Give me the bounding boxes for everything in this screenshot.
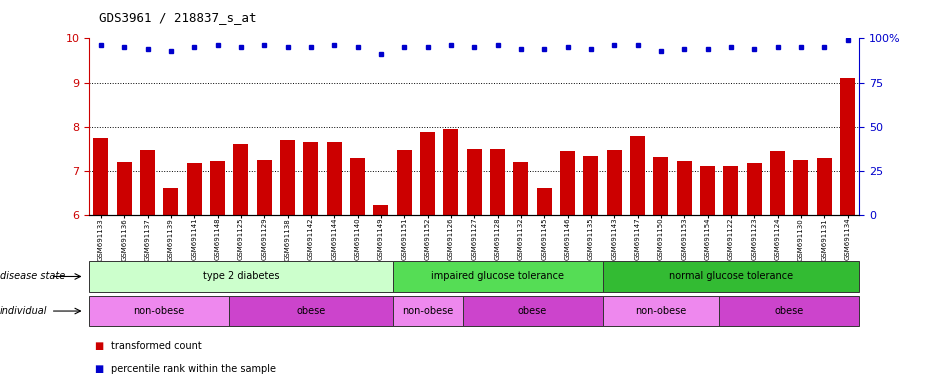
Bar [396,150,412,215]
Bar [490,149,505,215]
Bar [700,167,716,215]
Text: GDS3961 / 218837_s_at: GDS3961 / 218837_s_at [99,12,256,25]
Bar [793,160,808,215]
Text: non-obese: non-obese [402,306,454,316]
Text: non-obese: non-obese [133,306,185,316]
Bar [467,149,482,215]
Bar [116,162,131,215]
Bar [327,142,342,215]
Bar [374,205,389,215]
Bar [303,142,318,215]
Text: individual: individual [0,306,48,316]
Text: impaired glucose tolerance: impaired glucose tolerance [431,271,564,281]
Text: ■: ■ [94,364,103,374]
Bar [187,163,202,215]
Bar [514,162,529,215]
Text: obese: obese [518,306,547,316]
Bar [630,136,645,215]
Bar [350,158,365,215]
Text: disease state: disease state [0,271,65,281]
Text: transformed count: transformed count [111,341,202,351]
Bar [233,144,249,215]
Text: obese: obese [775,306,804,316]
Bar [607,150,622,215]
Bar [840,78,855,215]
Bar [560,151,575,215]
Bar [420,132,435,215]
Bar [443,129,458,215]
Bar [93,138,109,215]
Bar [536,188,552,215]
Bar [677,161,692,215]
Text: obese: obese [296,306,326,316]
Bar [210,161,225,215]
Bar [583,156,598,215]
Bar [163,188,178,215]
Bar [817,158,832,215]
Bar [770,151,785,215]
Bar [747,163,762,215]
Text: type 2 diabetes: type 2 diabetes [203,271,279,281]
Bar [654,157,669,215]
Text: non-obese: non-obese [635,306,686,316]
Text: ■: ■ [94,341,103,351]
Bar [280,140,295,215]
Bar [256,160,271,215]
Text: normal glucose tolerance: normal glucose tolerance [669,271,793,281]
Text: percentile rank within the sample: percentile rank within the sample [111,364,276,374]
Bar [140,150,155,215]
Bar [723,167,738,215]
